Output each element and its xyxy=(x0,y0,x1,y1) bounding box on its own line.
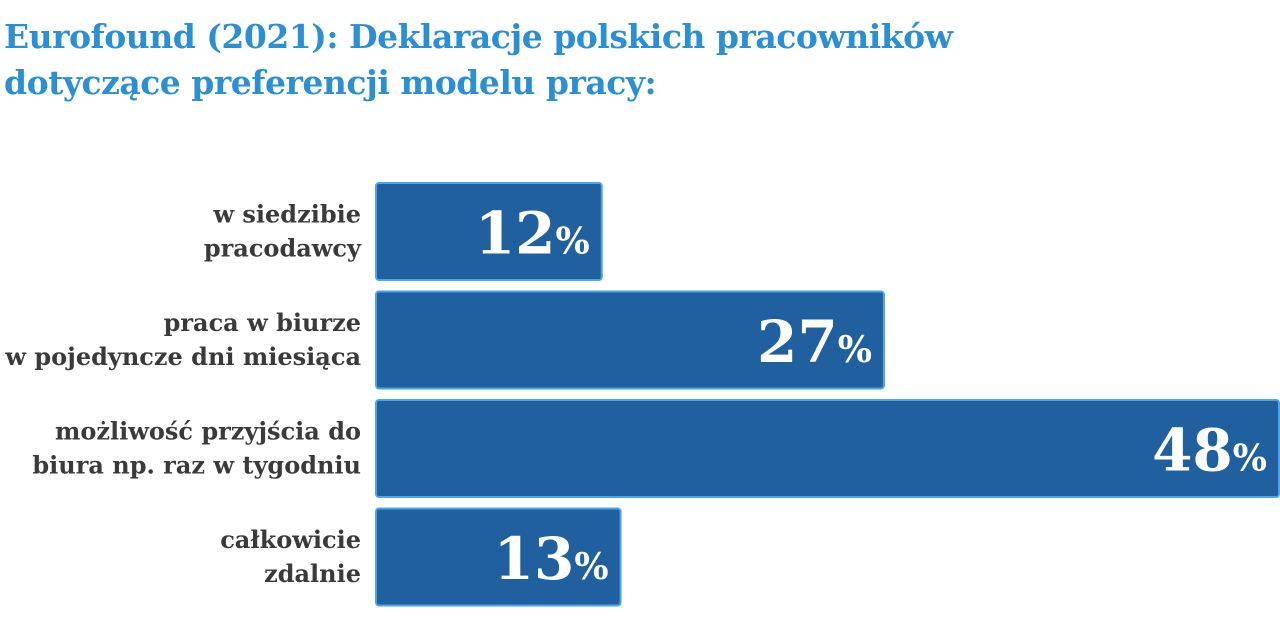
bar-2 xyxy=(375,290,885,390)
data-label-value: 48 xyxy=(1152,417,1233,485)
category-label-4-line-1: całkowicie xyxy=(220,525,361,554)
category-label-1-line-2: pracodawcy xyxy=(204,234,362,263)
data-label-percent: % xyxy=(838,329,872,371)
category-label-2-line-2: w pojedyncze dni miesiąca xyxy=(4,342,361,371)
data-label-value: 27 xyxy=(757,308,838,376)
bar-1 xyxy=(375,182,603,281)
bar-4 xyxy=(375,507,622,607)
data-label-percent: % xyxy=(574,546,608,588)
data-label-percent: % xyxy=(556,221,590,263)
data-label-2: 27% xyxy=(757,308,872,376)
bar-3 xyxy=(375,399,1280,498)
category-label-2-line-1: praca w biurze xyxy=(164,308,361,337)
category-label-3-line-1: możliwość przyjścia do xyxy=(55,417,361,446)
data-label-3: 48% xyxy=(1152,417,1267,485)
data-label-1: 12% xyxy=(475,200,590,268)
chart-title: Eurofound (2021): Deklaracje polskich pr… xyxy=(4,17,953,102)
data-label-value: 13 xyxy=(494,525,575,593)
data-label-value: 12 xyxy=(475,200,556,268)
data-label-4: 13% xyxy=(494,525,609,593)
category-label-1-line-1: w siedzibie xyxy=(212,200,361,229)
data-label-percent: % xyxy=(1233,438,1267,480)
category-label-4-line-2: zdalnie xyxy=(264,559,361,588)
category-label-3-line-2: biura np. raz w tygodniu xyxy=(32,451,361,480)
